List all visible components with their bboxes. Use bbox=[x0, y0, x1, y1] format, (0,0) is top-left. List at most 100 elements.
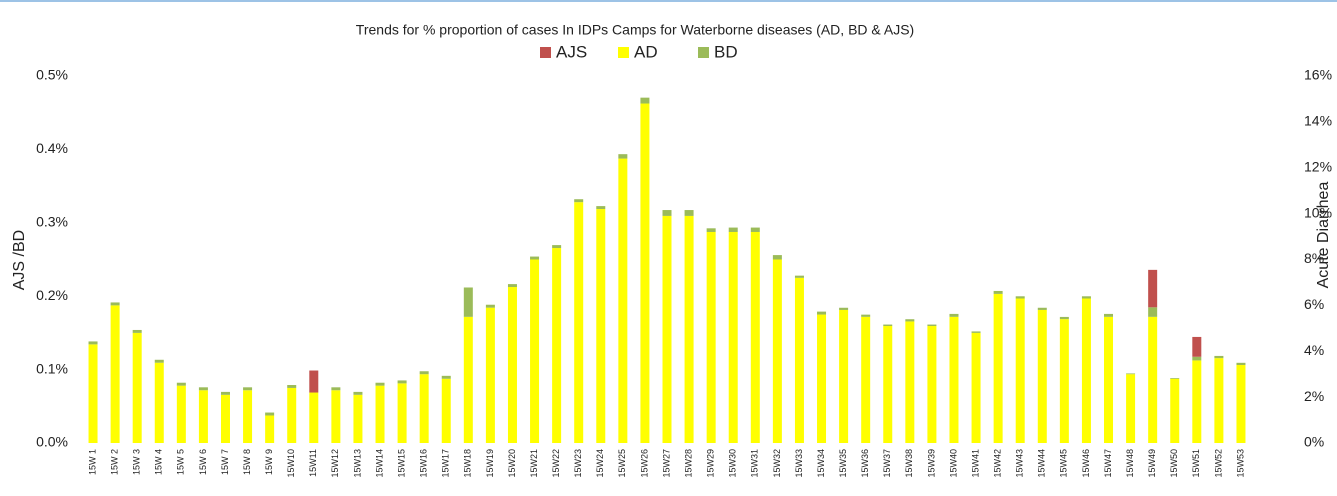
bar-ad bbox=[706, 231, 716, 443]
x-tick-label: 15W15 bbox=[396, 449, 406, 478]
x-tick-label: 15W 7 bbox=[220, 449, 230, 475]
bar-bd bbox=[397, 380, 407, 384]
bar-ad bbox=[419, 374, 429, 443]
x-tick-label: 15W 8 bbox=[242, 449, 252, 475]
bar-bd bbox=[287, 385, 297, 388]
bar-ad bbox=[949, 316, 959, 443]
x-tick-label: 15W 1 bbox=[87, 449, 97, 475]
x-tick-label: 15W50 bbox=[1169, 449, 1179, 478]
bar-ad bbox=[993, 293, 1003, 443]
bar-ad bbox=[198, 390, 208, 443]
bar-ad bbox=[287, 387, 297, 443]
y2-tick-label: 0% bbox=[1304, 434, 1324, 450]
y-tick-label: 0.2% bbox=[36, 287, 68, 303]
legend-label: AJS bbox=[556, 42, 587, 61]
x-tick-label: 15W 5 bbox=[176, 449, 186, 475]
y-tick-label: 0.1% bbox=[36, 360, 68, 376]
bar-ad bbox=[485, 307, 495, 443]
bar-bd bbox=[463, 287, 473, 317]
bar-bd bbox=[1148, 307, 1158, 317]
bar-bd bbox=[1037, 307, 1047, 310]
y2-tick-label: 4% bbox=[1304, 342, 1324, 358]
y-tick-label: 0.0% bbox=[36, 434, 68, 450]
x-tick-label: 15W41 bbox=[970, 449, 980, 478]
bar-bd bbox=[265, 412, 275, 416]
x-tick-label: 15W21 bbox=[529, 449, 539, 478]
x-tick-label: 15W51 bbox=[1191, 449, 1201, 478]
x-tick-label: 15W25 bbox=[617, 449, 627, 478]
bar-ad bbox=[1126, 374, 1136, 443]
bar-bd bbox=[1192, 356, 1202, 361]
bar-bd bbox=[441, 375, 451, 379]
bar-ad bbox=[132, 332, 142, 443]
bar-bd bbox=[993, 290, 1003, 294]
x-tick-label: 15W17 bbox=[441, 449, 451, 478]
bar-bd bbox=[949, 313, 959, 317]
bar-bd bbox=[132, 329, 142, 333]
y2-tick-label: 10% bbox=[1304, 204, 1332, 220]
bar-bd bbox=[750, 227, 760, 232]
bar-ad bbox=[839, 309, 849, 443]
x-tick-label: 15W22 bbox=[551, 449, 561, 478]
bar-bd bbox=[905, 319, 915, 322]
x-tick-label: 15W34 bbox=[816, 449, 826, 478]
bar-ad bbox=[265, 415, 275, 443]
bar-bd bbox=[1126, 373, 1136, 375]
bar-ad bbox=[861, 316, 871, 443]
x-tick-label: 15W36 bbox=[860, 449, 870, 478]
bar-ad bbox=[530, 259, 540, 443]
bar-bd bbox=[154, 359, 164, 363]
x-tick-label: 15W 2 bbox=[109, 449, 119, 475]
bar-bd bbox=[88, 341, 98, 345]
bar-bd bbox=[375, 382, 385, 386]
x-tick-label: 15W12 bbox=[330, 449, 340, 478]
legend-swatch bbox=[618, 47, 629, 58]
bar-ad bbox=[331, 390, 341, 443]
bar-bd bbox=[861, 314, 871, 317]
bar-ad bbox=[883, 326, 893, 443]
x-tick-label: 15W30 bbox=[728, 449, 738, 478]
x-tick-label: 15W31 bbox=[750, 449, 760, 478]
bar-ad bbox=[1236, 365, 1246, 443]
bar-bd bbox=[243, 387, 253, 391]
bar-bd bbox=[596, 206, 606, 210]
bar-bd bbox=[1236, 362, 1246, 366]
bar-bd bbox=[1059, 316, 1069, 320]
bar-bd bbox=[485, 304, 495, 308]
bar-ad bbox=[441, 378, 451, 443]
x-tick-label: 15W 6 bbox=[198, 449, 208, 475]
bar-bd bbox=[1214, 355, 1224, 359]
x-tick-label: 15W11 bbox=[308, 449, 318, 477]
bar-ad bbox=[662, 215, 672, 443]
bar-bd bbox=[176, 382, 186, 386]
x-tick-label: 15W42 bbox=[993, 449, 1003, 478]
x-tick-label: 15W 4 bbox=[154, 449, 164, 475]
bar-ad bbox=[353, 394, 363, 443]
bar-ajs bbox=[1192, 336, 1202, 357]
bar-bd bbox=[1104, 313, 1114, 317]
bar-ad bbox=[1192, 360, 1202, 443]
bar-ad bbox=[176, 385, 186, 443]
bar-ad bbox=[794, 277, 804, 443]
x-tick-label: 15W44 bbox=[1037, 449, 1047, 478]
x-tick-label: 15W46 bbox=[1081, 449, 1091, 478]
bar-ad bbox=[88, 344, 98, 443]
x-tick-label: 15W45 bbox=[1059, 449, 1069, 478]
bar-ad bbox=[971, 332, 981, 443]
bar-ad bbox=[110, 305, 120, 443]
bar-ad bbox=[574, 202, 584, 443]
bar-ad bbox=[1170, 378, 1180, 443]
x-tick-label: 15W13 bbox=[352, 449, 362, 478]
bar-bd bbox=[110, 302, 120, 306]
x-tick-label: 15W28 bbox=[683, 449, 693, 478]
x-tick-label: 15W35 bbox=[838, 449, 848, 478]
bar-bd bbox=[706, 228, 716, 232]
y2-tick-label: 6% bbox=[1304, 296, 1324, 312]
x-tick-label: 15W39 bbox=[926, 449, 936, 478]
y-tick-label: 0.4% bbox=[36, 140, 68, 156]
bar-ad bbox=[1059, 319, 1069, 443]
bar-bd bbox=[507, 284, 517, 288]
x-tick-label: 15W19 bbox=[485, 449, 495, 478]
y-tick-label: 0.3% bbox=[36, 214, 68, 230]
